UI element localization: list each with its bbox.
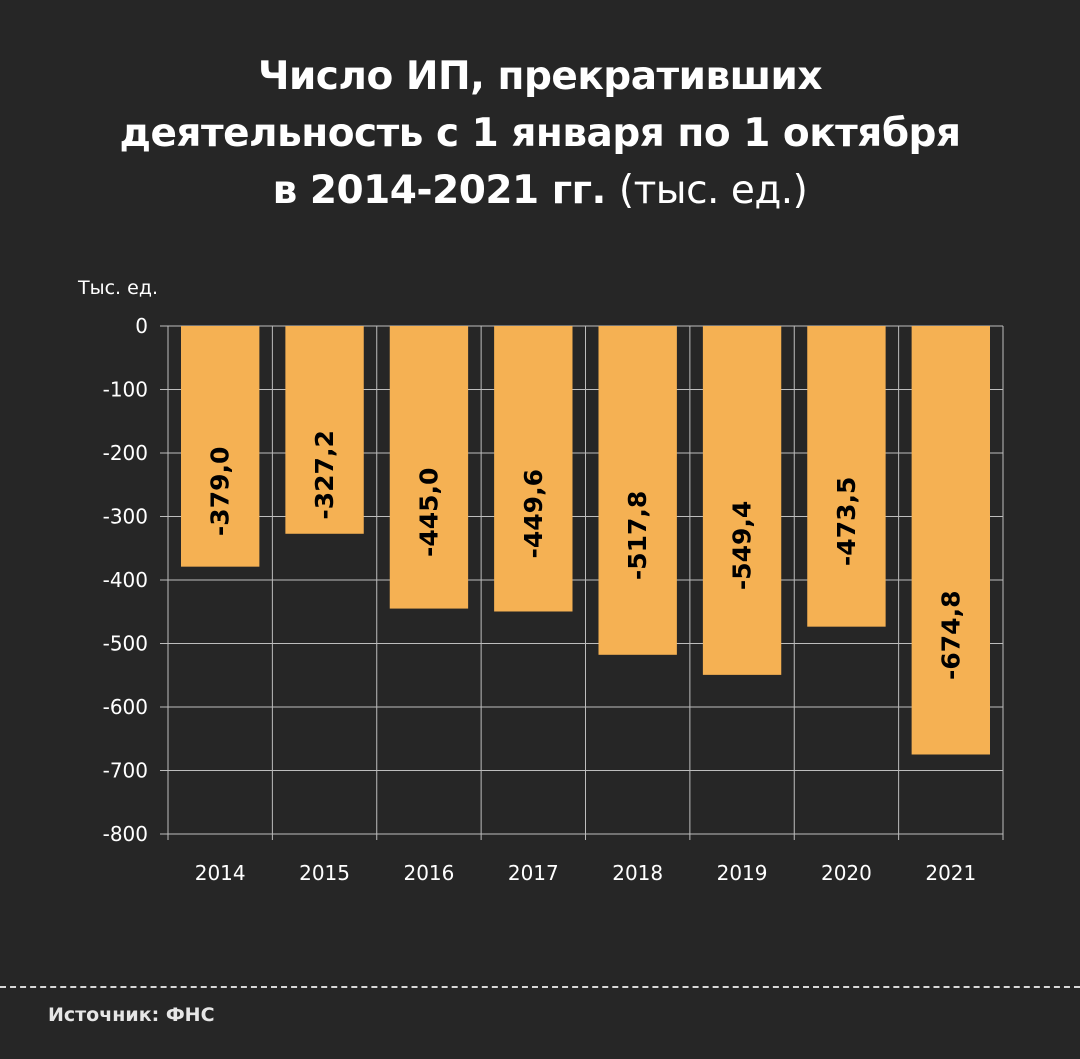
source-note: Источник: ФНС	[48, 1004, 215, 1026]
x-tick-label: 2014	[195, 861, 246, 885]
bar-2020	[807, 326, 886, 627]
y-tick-label: -500	[103, 632, 148, 656]
title-units: (тыс. ед.)	[618, 168, 808, 213]
bar-2019	[702, 326, 782, 675]
y-axis-label: Тыс. ед.	[77, 277, 158, 299]
y-tick-label: -300	[103, 505, 148, 529]
x-tick-label: 2016	[403, 861, 454, 885]
title-line-3: в 2014-2021 гг. (тыс. ед.)	[0, 162, 1080, 219]
data-label-2015: -327,2	[310, 430, 339, 519]
bar-2018	[598, 326, 677, 655]
x-tick-label: 2017	[508, 861, 559, 885]
data-label-2020: -473,5	[832, 477, 861, 566]
y-tick-label: -100	[103, 378, 148, 402]
x-tick-label: 2015	[299, 861, 350, 885]
x-tick-label: 2020	[821, 861, 872, 885]
bar-2014	[181, 326, 260, 567]
bar-chart: Тыс. ед. -379,0 -327,2 -445,0 -449,6 -517,8 -…	[77, 277, 1004, 885]
y-tick-label: 0	[135, 314, 148, 338]
bar-2021	[911, 326, 990, 755]
data-label-2019: -549,4	[728, 501, 757, 590]
data-label-2021: -674,8	[936, 591, 965, 680]
data-label-2018: -517,8	[623, 491, 652, 580]
y-tick-label: -700	[103, 759, 148, 783]
y-tick-label: -600	[103, 695, 148, 719]
bar-2016	[389, 326, 469, 609]
x-tick-label: 2021	[925, 861, 976, 885]
data-label-2016: -445,0	[414, 468, 443, 557]
y-tick-label: -800	[103, 822, 148, 846]
dashed-divider	[0, 986, 1080, 988]
bar-2015	[285, 326, 364, 534]
title-line-2: деятельность с 1 января по 1 октября	[119, 111, 961, 156]
title-years: в 2014-2021 гг.	[272, 168, 607, 213]
y-tick-label: -200	[103, 441, 148, 465]
y-tick-label: -400	[103, 568, 148, 592]
data-label-2017: -449,6	[519, 469, 548, 558]
title-line-1: Число ИП, прекративших	[257, 54, 823, 99]
x-tick-label: 2018	[612, 861, 663, 885]
chart-title: Число ИП, прекративших деятельность с 1 …	[0, 48, 1080, 219]
bar-2017	[494, 326, 573, 612]
data-label-2014: -379,0	[206, 447, 235, 536]
x-tick-label: 2019	[717, 861, 768, 885]
